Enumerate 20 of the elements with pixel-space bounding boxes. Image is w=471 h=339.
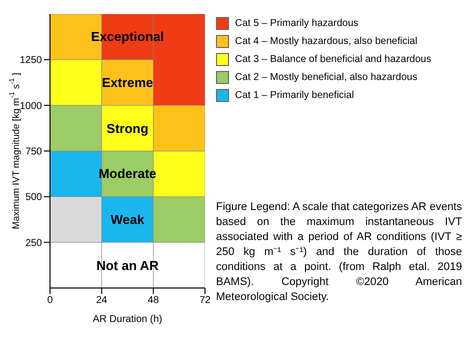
annotation: Weak bbox=[110, 210, 146, 229]
text: Figure Legend: A scale that categorizes AR events based on the maximum instantaneous IVT associated with a period of AR conditions (IVT ≥ 250 kg m⁻¹ s⁻¹) and the duration of those conditions at a point. (from Ralph etal. 2019 BAMS). Copyright ©2020 American Meteorological Society. bbox=[216, 200, 462, 305]
legend-label: Cat 2 – Mostly beneficial, also hazardous bbox=[235, 72, 418, 82]
y-tick-label: 750 bbox=[25, 146, 42, 158]
x-tick-label: 48 bbox=[148, 295, 160, 306]
legend-label: Cat 4 – Mostly hazardous, also beneficial bbox=[235, 36, 418, 46]
y-tick-label: 1000 bbox=[20, 100, 42, 112]
annotation: Not an AR bbox=[95, 256, 160, 275]
x-axis-title: AR Duration (h) bbox=[92, 314, 162, 325]
annotation: Strong bbox=[106, 120, 150, 138]
y-tick-label: 1250 bbox=[20, 55, 42, 66]
y-tick-label: 500 bbox=[25, 192, 42, 204]
y-tick-label: 250 bbox=[25, 238, 42, 249]
x-tick-label: 0 bbox=[47, 295, 54, 306]
legend-label: Cat 3 – Balance of beneficial and hazardous bbox=[235, 54, 432, 64]
annotation: Extreme bbox=[100, 74, 154, 92]
legend-label: Cat 5 – Primarily hazardous bbox=[235, 18, 358, 28]
legend-label: Cat 1 – Primarily beneficial bbox=[235, 90, 354, 100]
x-tick-label: 72 bbox=[199, 295, 211, 306]
x-tick-label: 24 bbox=[96, 295, 108, 306]
